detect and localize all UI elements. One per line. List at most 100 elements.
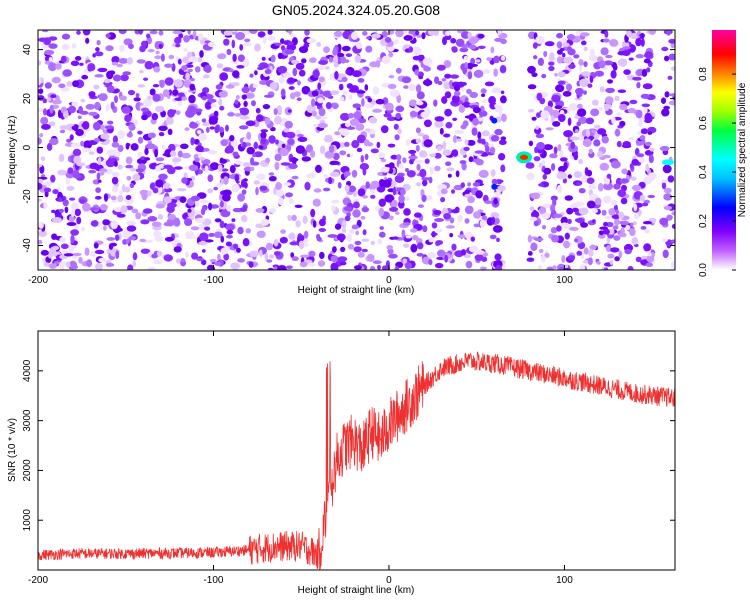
spectrogram-cell (111, 196, 117, 200)
spectrogram-cell (379, 232, 386, 238)
spectrogram-cell (561, 255, 565, 263)
spectrogram-cell (281, 45, 285, 50)
spectrogram-cell (153, 66, 160, 72)
spectrogram-cell (119, 95, 127, 100)
spectrogram-cell (137, 59, 146, 63)
spectrogram-cell (395, 106, 404, 113)
spectrogram-cell (363, 167, 367, 175)
spectrogram-cell (398, 194, 405, 203)
spectrogram-cell (269, 254, 274, 258)
spectrogram-cell (567, 34, 576, 40)
spectrogram-cell (637, 153, 645, 157)
spectrogram-cell (475, 150, 485, 153)
spectrogram-cell (237, 258, 245, 263)
spectrogram-cell (72, 80, 79, 87)
spectrogram-cell (308, 251, 315, 257)
spectrogram-cell (353, 103, 362, 108)
spectrogram-cell (71, 61, 79, 67)
spectrogram-cell (161, 54, 165, 62)
spectrogram-cell (649, 172, 657, 180)
spectrogram-cell (632, 185, 641, 191)
spectrogram-cell (565, 233, 570, 240)
spectrogram-cell (458, 234, 466, 238)
spectrogram-cell (418, 76, 423, 79)
spectrogram-cell (89, 163, 98, 170)
spectrogram-cell (437, 65, 446, 71)
spectrogram-cell (164, 222, 173, 226)
spectrogram-cell (244, 39, 250, 43)
spectrogram-cell (626, 31, 632, 38)
spectrogram-cell (49, 57, 53, 62)
spectrogram-cell (128, 123, 135, 130)
spectrogram-cell (278, 197, 284, 205)
spectrogram-cell (223, 176, 229, 185)
spectrogram-cell (437, 146, 443, 151)
spectrogram-cell (362, 239, 370, 242)
spectrogram-cell (66, 186, 74, 191)
spectrogram-cell (83, 28, 91, 36)
spectrogram-cell (206, 127, 210, 133)
spectrogram-cell (82, 121, 89, 130)
spectrogram-cell (37, 60, 42, 65)
spectrogram-cell (87, 63, 95, 71)
spectrogram-cell (119, 28, 127, 34)
spectrogram-cell (643, 243, 651, 251)
spectrogram-cell (580, 32, 589, 36)
spectrogram-cell (491, 212, 500, 218)
spectrogram-cell (663, 106, 670, 110)
spectrogram-cell (329, 145, 334, 153)
spectrogram-cell (464, 147, 470, 151)
spectrogram-cell (208, 150, 217, 154)
spectrogram-cell (445, 161, 451, 166)
spectrogram-cell (624, 249, 631, 254)
spectrogram-cell (43, 108, 47, 115)
spectrogram-cell (211, 104, 217, 108)
spectrogram-cell (526, 173, 534, 181)
y-tick-label: 40 (22, 44, 33, 56)
spectrogram-cell (350, 119, 360, 126)
spectrogram-cell (223, 39, 229, 46)
colorbar-tick-label: 0.8 (698, 67, 709, 81)
spectrogram-cell (277, 66, 287, 74)
spectrogram-cell (446, 225, 455, 229)
spectrogram-cell (191, 196, 200, 202)
spectrogram-cell (348, 113, 354, 119)
spectrogram-cell (310, 209, 315, 217)
spectrogram-cell (313, 220, 317, 228)
spectrogram-cell (357, 148, 363, 152)
spectrogram-cell (199, 224, 205, 230)
spectrogram-cell (586, 129, 590, 137)
spectrogram-cell (41, 124, 51, 130)
spectrogram-cell (256, 174, 266, 180)
spectrogram-cell (416, 138, 421, 143)
spectrogram-cell (641, 38, 645, 46)
spectrogram-cell (210, 259, 217, 262)
spectrogram-cell (392, 236, 399, 239)
spectrogram-cell (312, 111, 317, 117)
spectrogram-cell (588, 257, 593, 265)
spectrogram-cell (605, 88, 615, 93)
spectrogram-cell (434, 166, 440, 172)
spectrogram-cell (97, 172, 101, 180)
spectrogram-cell (220, 221, 225, 228)
spectrogram-cell (541, 74, 546, 78)
spectrogram-cell (126, 176, 131, 181)
spectrogram-cell (389, 162, 395, 169)
spectrogram-cell (198, 33, 203, 40)
spectrogram-cell (280, 229, 286, 234)
spectrogram-cell (127, 264, 133, 271)
spectrogram-cell (236, 65, 244, 69)
spectrogram-cell (377, 265, 381, 270)
spectrogram-cell (646, 263, 654, 267)
spectrogram-cell (494, 129, 502, 135)
spectrogram-cell (590, 109, 599, 117)
spectrogram-cell (208, 233, 215, 237)
spectrogram-cell (193, 30, 197, 38)
spectrogram-cell (173, 218, 180, 227)
spectrogram-cell (553, 214, 563, 218)
spectrogram-cell (62, 44, 70, 50)
spectrogram-cell (181, 96, 187, 100)
spectrogram-cell (665, 91, 670, 97)
snr-x-axis-label: Height of straight line (km) (298, 585, 415, 596)
spectrogram-cell (88, 112, 98, 116)
